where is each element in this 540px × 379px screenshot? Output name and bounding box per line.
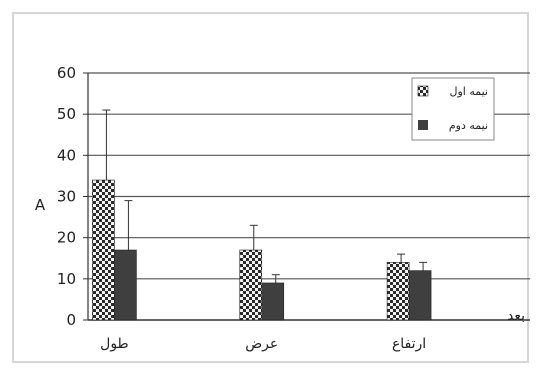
y-tick-label-40: 40: [57, 146, 76, 164]
legend: نیمه اول نیمه دوم: [411, 77, 495, 141]
y-tick-label-20: 20: [57, 229, 76, 247]
legend-label-series-1: نیمه اول: [450, 85, 489, 98]
legend-swatch-series-2: [418, 120, 428, 130]
legend-label-series-2: نیمه دوم: [449, 119, 488, 132]
bars: [92, 109, 432, 321]
bar-series1-cat3: [386, 262, 410, 321]
bar-series2-cat3: [408, 270, 432, 321]
bar-series2-cat2: [261, 282, 285, 321]
axes: [83, 72, 530, 321]
bar-series2-cat1: [114, 249, 137, 321]
labels: 0 10 20 30 40 50 60 طول عرض ارتفاع: [57, 64, 426, 352]
y-axis-label: A: [35, 196, 46, 214]
y-tick-label-50: 50: [57, 105, 76, 123]
bar-series1-cat2: [239, 249, 263, 321]
bar-series1-cat1: [92, 179, 115, 321]
y-tick-label-0: 0: [66, 311, 76, 329]
y-tick-label-10: 10: [57, 270, 76, 288]
y-tick-label-30: 30: [57, 188, 76, 206]
x-category-label-3: ارتفاع: [392, 336, 426, 352]
x-category-label-2: عرض: [245, 336, 278, 352]
x-category-label-1: طول: [100, 336, 129, 352]
legend-swatch-series-1: [417, 85, 429, 97]
x-axis-label: بعد: [507, 308, 525, 324]
y-tick-label-60: 60: [57, 64, 76, 82]
chart-border: [12, 12, 529, 363]
